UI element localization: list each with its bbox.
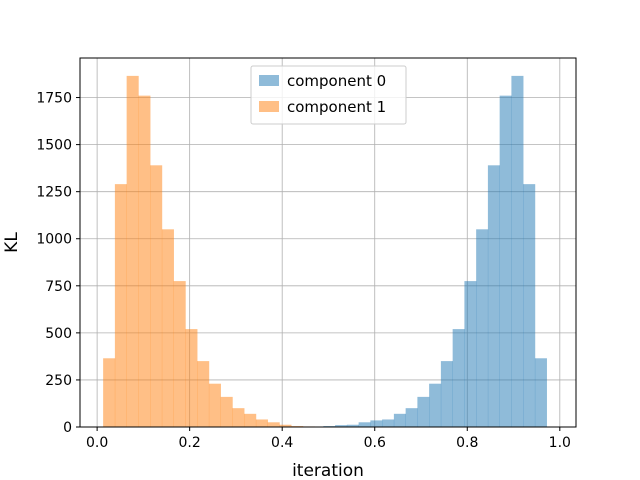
plot-frame (79, 57, 577, 428)
histogram-bar-component-0 (534, 358, 547, 427)
histogram-bar-component-1 (244, 413, 257, 427)
legend-swatch-component-0 (259, 75, 279, 86)
ticks-layer: 0.0 0.2 0.4 0.6 0.8 1.0 0 250 500 750 1000 1250 1500… (36, 91, 571, 451)
histogram-bar-component-1 (173, 281, 186, 427)
histogram-bar-component-0 (476, 229, 489, 427)
histogram-bar-component-1 (126, 75, 139, 428)
histogram-bar-component-1 (161, 229, 174, 427)
histogram-bar-component-0 (393, 413, 406, 427)
histogram-bar-component-0 (417, 396, 430, 427)
y-tick-label: 250 (45, 373, 72, 389)
histogram-bar-component-0 (523, 184, 536, 427)
histogram-bar-component-0 (499, 95, 512, 427)
histogram-bar-component-0 (464, 281, 477, 427)
histogram-bar-component-0 (405, 408, 418, 427)
legend-box (250, 65, 407, 125)
histogram-bar-component-0 (370, 420, 383, 427)
histogram-bar-component-1 (267, 422, 280, 427)
x-tick-label: 0.6 (364, 435, 386, 451)
y-tick-label: 1250 (36, 185, 72, 201)
histogram-bar-component-0 (452, 329, 465, 427)
x-tick-label: 0.4 (271, 435, 293, 451)
x-tick-label: 0.0 (86, 435, 108, 451)
y-tick-label: 500 (45, 326, 72, 342)
histogram-bar-component-1 (232, 408, 245, 427)
legend-label-component-1: component 1 (287, 98, 386, 116)
legend: component 0 component 1 (250, 65, 407, 125)
y-tick-label: 750 (45, 279, 72, 295)
histogram-bar-component-1 (114, 184, 127, 427)
histogram-bar-component-1 (220, 396, 233, 427)
bars-layer (103, 75, 547, 428)
legend-label-component-0: component 0 (287, 72, 386, 90)
y-tick-label: 0 (63, 420, 72, 436)
histogram-bar-component-1 (255, 419, 268, 427)
y-tick-label: 1000 (36, 232, 72, 248)
x-tick-label: 0.8 (456, 435, 478, 451)
histogram-bar-component-1 (208, 383, 221, 427)
x-tick-label: 0.2 (179, 435, 201, 451)
histogram-bar-component-0 (346, 424, 359, 427)
y-axis-label: KL (2, 232, 22, 253)
histogram-bar-component-1 (138, 95, 151, 427)
y-tick-label: 1750 (36, 91, 72, 107)
histogram-bar-component-1 (103, 358, 116, 427)
y-tick-label: 1500 (36, 138, 72, 154)
histogram-bar-component-0 (358, 422, 371, 427)
histogram-bar-component-0 (487, 165, 500, 427)
x-axis-label: iteration (292, 461, 364, 480)
histogram-bar-component-0 (335, 425, 348, 427)
histogram-bar-component-0 (440, 361, 453, 427)
histogram-bar-component-1 (197, 361, 210, 427)
legend-swatch-component-1 (259, 101, 279, 112)
histogram-bar-component-1 (279, 424, 292, 427)
histogram-bar-component-0 (511, 75, 524, 428)
histogram-bar-component-1 (185, 329, 198, 427)
histogram-bar-component-0 (429, 383, 442, 427)
x-tick-label: 1.0 (549, 435, 571, 451)
histogram-bar-component-0 (382, 419, 395, 427)
histogram-bar-component-1 (150, 165, 163, 427)
